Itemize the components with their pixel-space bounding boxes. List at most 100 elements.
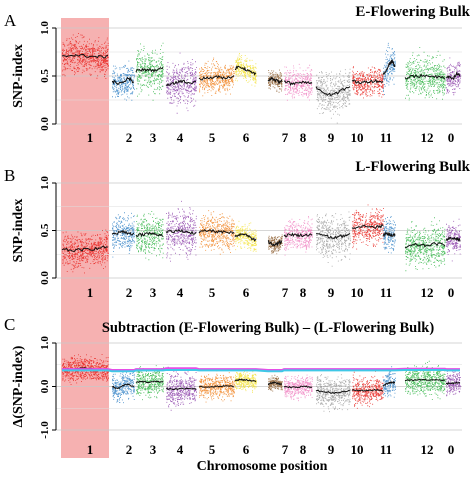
chromosome-8-points [283,374,313,402]
sliding-window-trend [316,233,351,240]
chromosome-label: 12 [421,130,434,145]
y-tick-label: 0.5 [39,223,51,237]
chromosome-10-points [351,66,384,99]
sliding-window-trend [234,378,257,383]
chromosome-7-points [267,234,283,255]
panel-letter: C [4,315,15,334]
y-tick-label: 0.0 [39,379,51,393]
sliding-window-trend [135,231,164,238]
chromosome-0-points [445,369,461,397]
snp-point-cloud [199,57,235,97]
y-tick-label: 1.0 [39,176,51,190]
panel-c: -1.0 0.0 1.0 Δ(SNP-index) C Subtraction (E-Fl… [4,315,462,457]
chromosome-label: 8 [300,130,307,145]
chromosome-6-points [234,368,257,393]
chromosome-4-points [166,366,197,411]
y-tick-label: 0.0 [39,117,51,131]
sliding-window-trend [445,236,461,243]
sliding-window-trend [404,73,446,80]
chromosome-label: 5 [209,442,216,457]
chromosome-12-points [404,360,446,400]
chromosome-label: 12 [421,285,434,300]
snp-point-cloud [112,60,135,101]
chromosome-1-points [61,229,109,274]
snp-point-cloud [446,57,461,96]
chromosome-label: 4 [177,285,184,300]
sliding-window-trend [234,233,257,242]
sliding-window-trend [404,378,446,382]
chromosome-label: 1 [87,442,94,457]
snp-point-cloud [112,212,135,258]
upper-confidence-line [62,367,460,371]
sliding-window-trend [235,65,257,76]
snp-point-cloud [166,52,197,114]
sliding-window-trend [283,385,313,389]
snp-point-cloud [352,370,384,409]
panel-letter: B [4,166,15,185]
chromosome-label: 10 [351,285,364,300]
sliding-window-trend [283,80,313,87]
sliding-window-trend [111,230,135,236]
snp-point-cloud [446,218,461,262]
chromosome-5-points [198,57,235,97]
chromosome-9-points [316,211,351,267]
sliding-window-trend [61,53,109,59]
sliding-window-trend [267,76,283,85]
sliding-window-trend [111,76,135,86]
snp-point-cloud [405,47,446,101]
sliding-window-trend [351,78,384,85]
panel-title: E-Flowering Bulk [355,4,470,20]
chromosome-11-points [382,42,396,95]
chromosome-label: 11 [380,130,392,145]
chromosome-label: 9 [328,442,335,457]
chromosome-label: 2 [126,285,133,300]
chromosome-label: 4 [177,130,184,145]
y-tick-label: 0.0 [39,271,51,285]
chromosome-12-points [404,217,446,272]
chromosome-label: 9 [328,285,335,300]
chromosome-11-points [382,216,396,254]
snp-point-cloud [352,66,384,99]
chromosome-label: 4 [177,442,184,457]
chromosome-label: 6 [243,442,250,457]
chromosome-label: 7 [282,130,289,145]
sliding-window-trend [198,385,235,388]
chromosome-label: 7 [282,442,289,457]
x-axis-label: Chromosome position [197,459,328,474]
chromosome-label: 6 [243,130,250,145]
snp-point-cloud [235,220,257,252]
sliding-window-trend [111,383,135,390]
snp-point-cloud [136,42,164,101]
panel-title: L-Flowering Bulk [355,159,470,175]
chromosome-label: 3 [150,442,157,457]
chromosome-7-points [267,374,283,392]
snp-point-cloud [405,360,446,400]
sliding-window-trend [198,228,235,235]
chromosome-label: 12 [421,442,434,457]
chromosome-label: 8 [300,285,307,300]
y-axis-label: SNP-index [11,199,26,263]
sliding-window-trend [61,245,109,253]
sliding-window-trend [267,239,283,247]
snp-point-cloud [383,42,396,95]
sliding-window-trend [315,86,351,97]
snp-point-cloud [199,370,235,403]
snp-point-cloud [235,53,257,87]
chromosome-2-points [111,212,135,258]
snp-point-cloud [136,211,164,261]
chromosome-3-points [135,42,164,101]
snp-point-cloud [112,371,135,404]
chromosome-label: 1 [87,285,94,300]
chromosome-label: 3 [150,285,157,300]
chromosome-3-points [135,211,164,261]
chromosome-0-points [445,218,461,262]
y-axis-label: SNP-index [11,44,26,108]
snp-point-cloud [235,368,257,393]
chromosome-label: 7 [282,285,289,300]
sliding-window-trend [315,389,351,395]
chromosome-0-points [445,57,461,96]
chromosome-label: 11 [380,442,392,457]
snp-point-cloud [316,211,351,267]
